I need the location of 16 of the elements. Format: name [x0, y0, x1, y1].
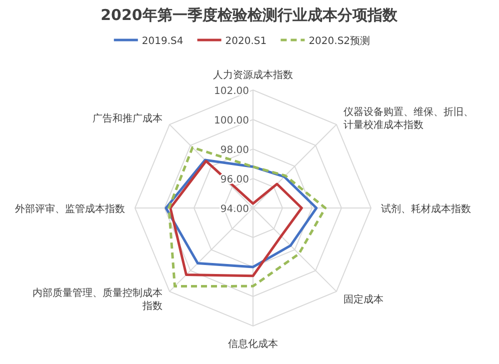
spoke-label: 试剂、耗材成本指数: [381, 203, 471, 215]
spoke-label: 信息化成本: [228, 338, 278, 350]
chart-title: 2020年第一季度检验检测行业成本分项指数: [100, 6, 398, 24]
y-tick-label: 94.00: [220, 204, 249, 215]
y-tick-label: 98.00: [220, 145, 249, 156]
legend-label: 2019.S4: [142, 36, 184, 47]
spoke-label: 广告和推广成本: [92, 112, 162, 124]
y-tick-label: 102.00: [214, 86, 249, 97]
spoke-label: 固定成本: [344, 294, 384, 306]
spoke-label: 内部质量管理、质量控制成本指数: [32, 287, 162, 312]
legend-label: 2020.S2预测: [308, 35, 370, 47]
spoke-label: 外部评审、监管成本指数: [15, 203, 125, 215]
legend-label: 2020.S1: [225, 36, 267, 47]
y-tick-label: 100.00: [214, 116, 249, 126]
spoke-label: 仪器设备购置、维保、折旧、计量校准成本指数: [344, 106, 474, 131]
spoke-label: 人力资源成本指数: [213, 69, 293, 81]
